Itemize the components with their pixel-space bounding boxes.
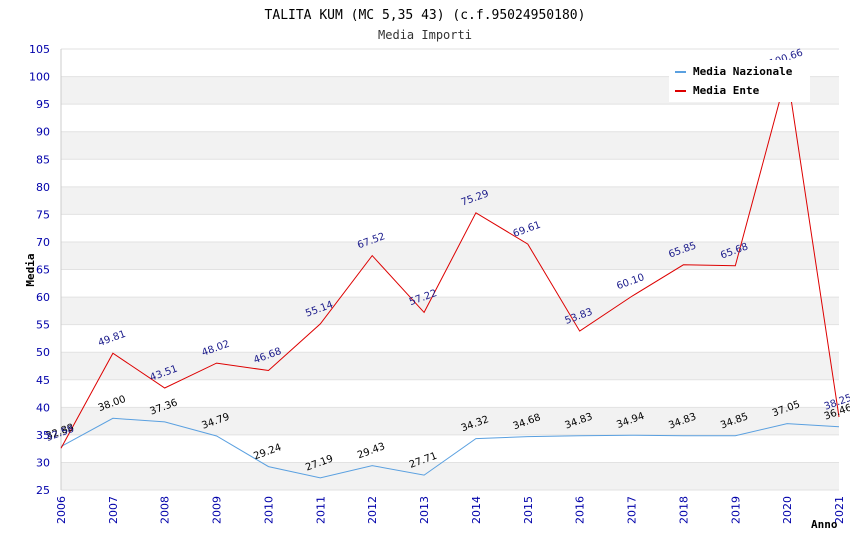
x-tick-label: 2011 [314, 496, 327, 524]
grid-bands [60, 48, 839, 491]
series-lines [60, 72, 840, 479]
grid-band [61, 324, 839, 353]
legend: Media Nazionale Media Ente [669, 60, 810, 102]
y-tick-label: 30 [36, 456, 50, 469]
x-tick-label: 2019 [729, 496, 742, 524]
grid-band [61, 159, 839, 187]
x-tick-label: 2015 [522, 496, 535, 524]
chart-subtitle: Media Importi [378, 28, 472, 42]
grid-band [61, 434, 839, 463]
x-tick-label: 2010 [262, 496, 275, 524]
grid-band [61, 269, 839, 298]
x-axis-ticks: 2006 2007 2008 2009 2010 2011 2012 2013 2014 2015… [55, 496, 846, 524]
y-tick-label: 90 [36, 126, 50, 139]
series-line-media-nazionale [60, 417, 840, 479]
grid-band [61, 186, 839, 215]
x-tick-label: 2016 [574, 496, 587, 524]
x-tick-label: 2012 [366, 496, 379, 524]
x-tick-label: 2006 [55, 496, 68, 524]
legend-entry-media-ente: Media Ente [693, 84, 760, 97]
x-axis-label: Anno [811, 518, 838, 531]
grid-band [61, 214, 839, 242]
grid-band [61, 379, 839, 408]
y-tick-label: 60 [36, 291, 50, 304]
grid-band [61, 297, 839, 325]
x-tick-label: 2009 [211, 496, 224, 524]
grid-band [61, 407, 839, 435]
series-line-media-ente [60, 72, 840, 449]
x-tick-label: 2021 [833, 496, 846, 524]
x-tick-label: 2008 [159, 496, 172, 524]
y-tick-label: 35 [36, 429, 50, 442]
x-tick-label: 2018 [677, 496, 690, 524]
y-tick-label: 40 [36, 401, 50, 414]
grid-band [61, 462, 839, 490]
x-tick-label: 2013 [418, 496, 431, 524]
grid-band [61, 131, 839, 160]
y-tick-label: 50 [36, 346, 50, 359]
y-axis-ticks: 25 30 35 40 45 50 55 60 65 70 75 80 85 90 95 100 105 [29, 43, 50, 497]
y-tick-label: 45 [36, 374, 50, 387]
x-tick-label: 2017 [626, 496, 639, 524]
y-tick-label: 55 [36, 319, 50, 332]
y-tick-label: 75 [36, 208, 50, 221]
y-tick-label: 25 [36, 484, 50, 497]
chart-title: TALITA KUM (MC 5,35 43) (c.f.95024950180… [265, 8, 586, 23]
y-axis-label: Media [24, 253, 37, 286]
y-tick-label: 85 [36, 153, 50, 166]
x-tick-label: 2007 [107, 496, 120, 524]
legend-entry-media-nazionale: Media Nazionale [693, 65, 793, 78]
y-tick-label: 70 [36, 236, 50, 249]
x-tick-label: 2020 [781, 496, 794, 524]
y-tick-label: 100 [29, 71, 50, 84]
y-tick-label: 95 [36, 98, 50, 111]
x-tick-label: 2014 [470, 496, 483, 524]
grid-band [61, 104, 839, 132]
grid-band [61, 352, 839, 380]
y-tick-label: 80 [36, 181, 50, 194]
y-tick-label: 65 [36, 264, 50, 277]
y-tick-label: 105 [29, 43, 50, 56]
legend-box [669, 60, 810, 102]
